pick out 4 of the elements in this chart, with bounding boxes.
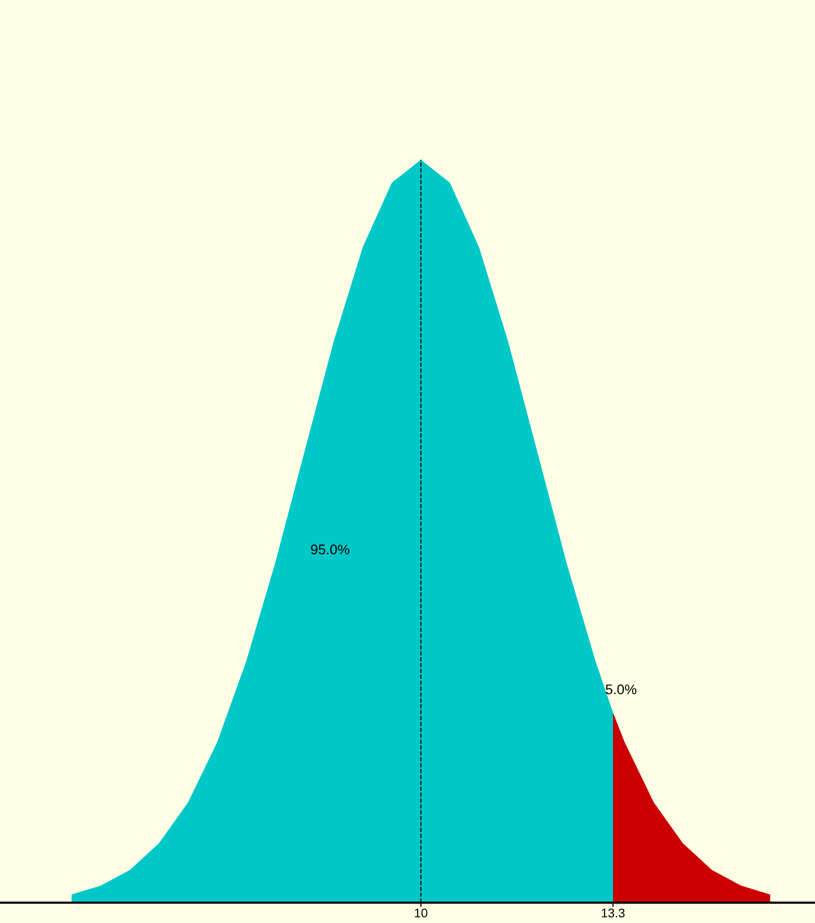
annotation: 95.0% — [311, 544, 350, 554]
annotation: 5.0% — [606, 684, 636, 694]
x-tick-label: 10 — [414, 908, 428, 918]
x-tick-label: 13.3 — [602, 908, 625, 918]
